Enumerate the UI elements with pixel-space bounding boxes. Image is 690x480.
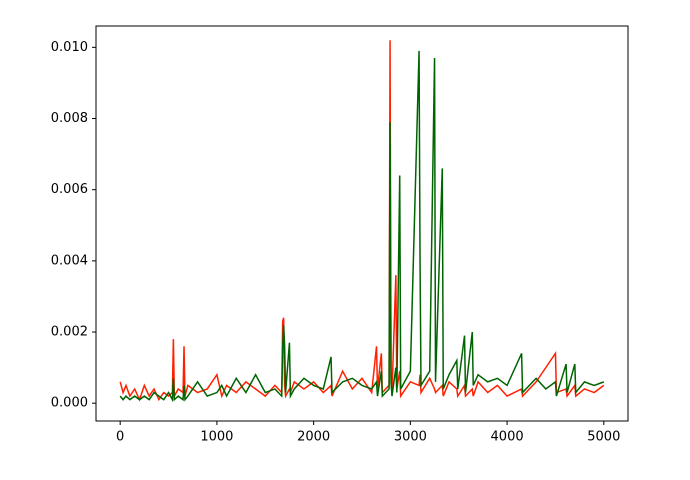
x-tick-label: 4000 xyxy=(491,430,524,445)
data-line xyxy=(119,50,605,403)
y-tick-label: 0.006 xyxy=(51,182,88,197)
y-tick-label: 0.000 xyxy=(51,396,88,411)
y-tick-label: 0.010 xyxy=(51,40,88,55)
x-tick-label: 5000 xyxy=(587,430,620,445)
x-tick-label: 1000 xyxy=(200,430,233,445)
y-tick-label: 0.004 xyxy=(51,253,88,268)
x-tick-label: 3000 xyxy=(394,430,427,445)
x-tick-label: 0 xyxy=(116,430,124,445)
data-line xyxy=(119,40,605,402)
y-tick-label: 0.002 xyxy=(51,325,88,340)
x-tick-label: 2000 xyxy=(297,430,330,445)
y-tick-label: 0.008 xyxy=(51,111,88,126)
plot-frame xyxy=(95,25,629,422)
